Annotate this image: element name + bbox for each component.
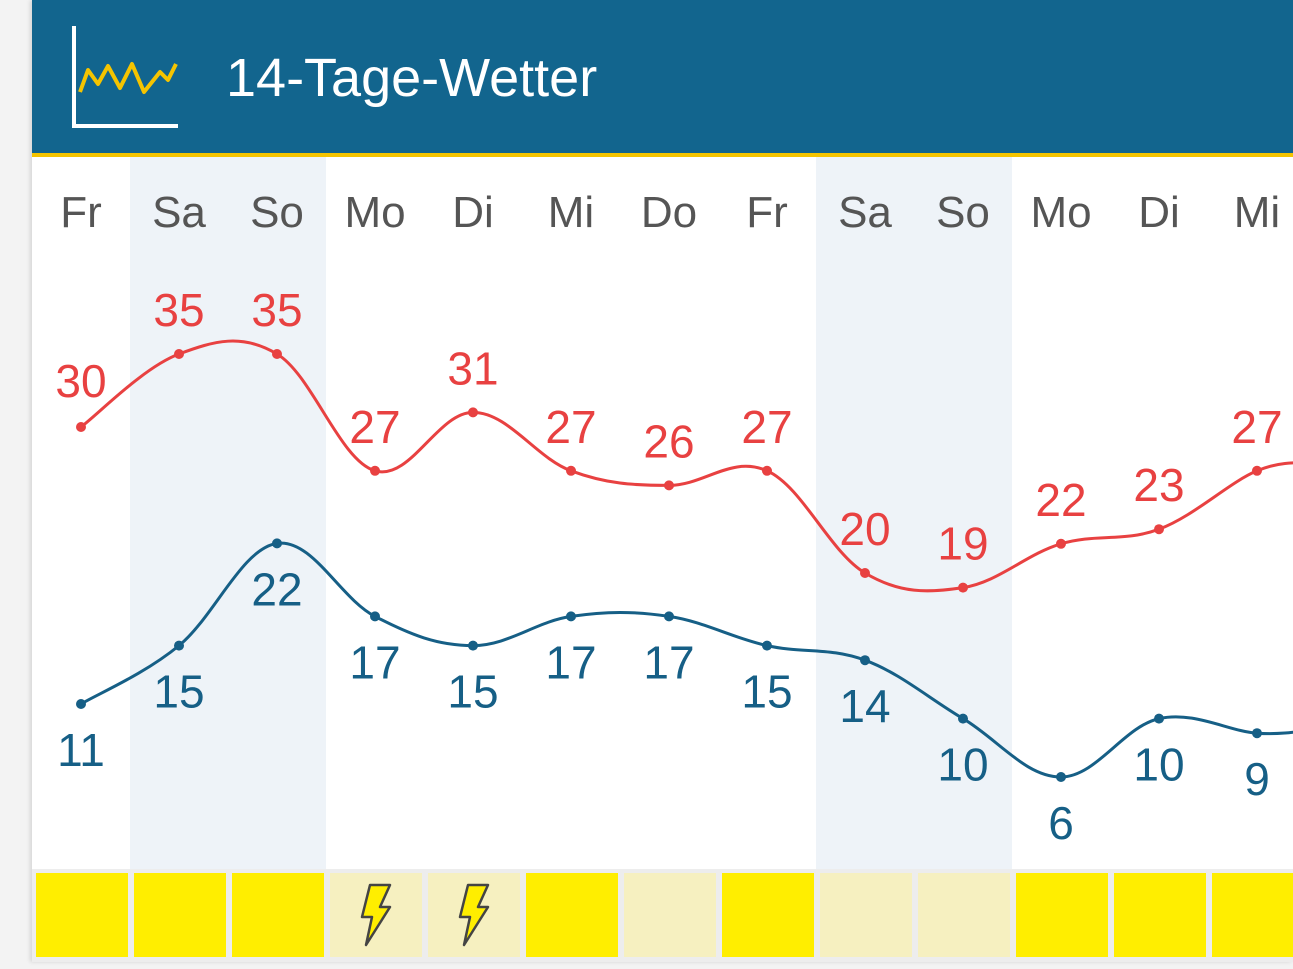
low-temperature-label: 17 (643, 636, 694, 688)
low-temperature-point (76, 699, 86, 709)
low-temperature-point (272, 538, 282, 549)
lightning-icon (360, 883, 392, 947)
high-temperature-point (1154, 524, 1164, 535)
high-temperature-label: 23 (1133, 459, 1184, 511)
trend-chart-icon (72, 26, 178, 128)
day-label: Di (452, 188, 494, 237)
low-temperature-label: 15 (447, 666, 498, 718)
weather-cell-thunderstorm (330, 873, 422, 957)
low-temperature-point (174, 640, 184, 651)
high-temperature-label: 27 (349, 401, 400, 453)
weekend-shade (130, 157, 228, 869)
low-temperature-point (762, 640, 772, 651)
weekend-shade (816, 157, 914, 869)
low-temperature-label: 22 (251, 563, 302, 615)
day-label: Mo (1030, 188, 1091, 237)
weekend-shade (228, 157, 326, 869)
low-temperature-point (566, 611, 576, 622)
high-temperature-point (1252, 465, 1262, 476)
weather-cell-thunderstorm (428, 873, 520, 957)
low-temperature-label: 17 (349, 636, 400, 688)
low-temperature-label: 10 (1133, 739, 1184, 791)
low-temperature-point (1154, 713, 1164, 724)
card-header: 14-Tage-Wetter (32, 0, 1293, 157)
high-temperature-point (174, 349, 184, 359)
high-temperature-label: 35 (153, 284, 204, 336)
low-temperature-label: 15 (153, 666, 204, 718)
day-label: So (936, 188, 990, 237)
high-temperature-point (1056, 538, 1066, 549)
weather-cell-sunny (1114, 873, 1206, 957)
weather-card: 14-Tage-Wetter Fr Sa So Mo Di Mi Do Fr Sa So Mo Di M… (32, 0, 1293, 962)
low-temperature-label: 6 (1048, 797, 1074, 849)
high-temperature-line (80, 339, 1293, 593)
low-temperature-point (1056, 772, 1066, 782)
weather-condition-strip (32, 869, 1293, 962)
high-temperature-point (762, 465, 772, 476)
weather-cell-sunny (36, 873, 128, 957)
temperature-chart: Fr Sa So Mo Di Mi Do Fr Sa So Mo Di Mi 30 35 35 27 31 27 26… (55, 157, 1293, 869)
day-label: Mo (344, 188, 405, 237)
page-title: 14-Tage-Wetter (226, 48, 598, 108)
weather-cell-sunny (526, 873, 618, 957)
day-label: Mi (1234, 188, 1280, 237)
lightning-icon (458, 883, 490, 947)
day-label: Fr (746, 188, 788, 237)
high-temperature-point (860, 568, 870, 578)
low-temperature-label: 10 (937, 739, 988, 791)
weather-cell-sunny (232, 873, 324, 957)
low-temperature-point (958, 713, 968, 724)
high-temperature-label: 27 (545, 401, 596, 453)
low-temperature-point (370, 611, 380, 622)
low-temperature-point (664, 611, 674, 622)
high-temperature-label: 31 (447, 342, 498, 394)
day-label: Sa (152, 188, 206, 237)
high-temperature-label: 20 (839, 503, 890, 555)
weather-cell-cloudy (820, 873, 912, 957)
high-temperature-point (370, 465, 380, 476)
low-temperature-point (860, 655, 870, 666)
day-label: So (250, 188, 304, 237)
high-temperature-label: 27 (741, 401, 792, 453)
high-temperature-label: 35 (251, 284, 302, 336)
high-temperature-label: 27 (1231, 401, 1282, 453)
weekend-shade (914, 157, 1012, 869)
day-label: Mi (548, 188, 594, 237)
high-temperature-point (468, 407, 478, 418)
low-temperature-label: 9 (1244, 753, 1270, 805)
low-temperature-point (1252, 728, 1262, 739)
day-label: Sa (838, 188, 892, 237)
high-temperature-label: 19 (937, 518, 988, 570)
weather-cell-cloudy (624, 873, 716, 957)
day-label: Fr (60, 188, 102, 237)
high-temperature-point (76, 422, 86, 432)
weather-cell-sunny (722, 873, 814, 957)
weather-cell-sunny (1016, 873, 1108, 957)
weather-cell-cloudy (918, 873, 1010, 957)
high-temperature-point (664, 480, 674, 491)
high-temperature-label: 26 (643, 415, 694, 467)
day-label: Di (1138, 188, 1180, 237)
high-temperature-point (566, 465, 576, 476)
low-temperature-point (468, 640, 478, 651)
high-temperature-point (958, 582, 968, 593)
high-temperature-label: 30 (55, 355, 106, 407)
high-temperature-point (272, 349, 282, 359)
day-label: Do (641, 188, 697, 237)
low-temperature-label: 15 (741, 666, 792, 718)
low-temperature-label: 17 (545, 636, 596, 688)
low-temperature-label: 14 (839, 680, 890, 732)
low-temperature-label: 11 (57, 724, 105, 776)
high-temperature-label: 22 (1035, 474, 1086, 526)
weather-cell-sunny (134, 873, 226, 957)
weather-cell-sunny (1212, 873, 1293, 957)
